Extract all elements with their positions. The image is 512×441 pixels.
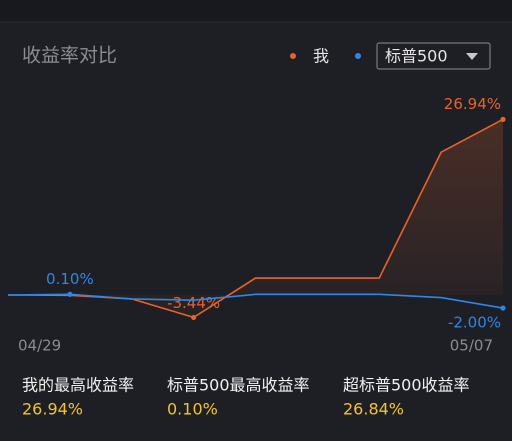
x-tick-label: 05/07 [450,337,493,355]
legend-label: 我 [313,47,329,66]
x-tick-label: 04/29 [18,337,61,355]
stat-value: 26.84% [343,400,404,419]
stat-label: 超标普500收益率 [343,376,470,395]
title: 收益率对比 [22,45,117,67]
value-label: -2.00% [448,314,501,332]
value-label: 0.10% [46,270,94,288]
dropdown[interactable] [376,42,491,70]
stat-label: 我的最高收益率 [22,376,134,395]
legend-dot [290,53,296,59]
stat-label: 标普500最高收益率 [167,376,310,395]
chart: 我 04/29 05/07 -3.44% 26.94% 0.10% -2.00% [7,47,506,355]
value-label: -3.44% [167,294,220,312]
dropdown-label[interactable]: 标普500 [385,47,448,66]
stat-value: 26.94% [22,400,83,419]
stat-value: 0.10% [167,400,218,419]
stats: 我的最高收益率 26.94% 标普500最高收益率 0.10% 超标普500收益率 26.… [22,376,470,419]
top-bar [0,0,512,22]
point [191,314,197,321]
point [67,291,73,297]
value-label: 26.94% [444,95,501,113]
point [500,305,506,311]
legend-dot [355,53,361,59]
point [500,116,506,122]
dropdown-arrow[interactable] [466,53,478,60]
line [7,293,504,309]
